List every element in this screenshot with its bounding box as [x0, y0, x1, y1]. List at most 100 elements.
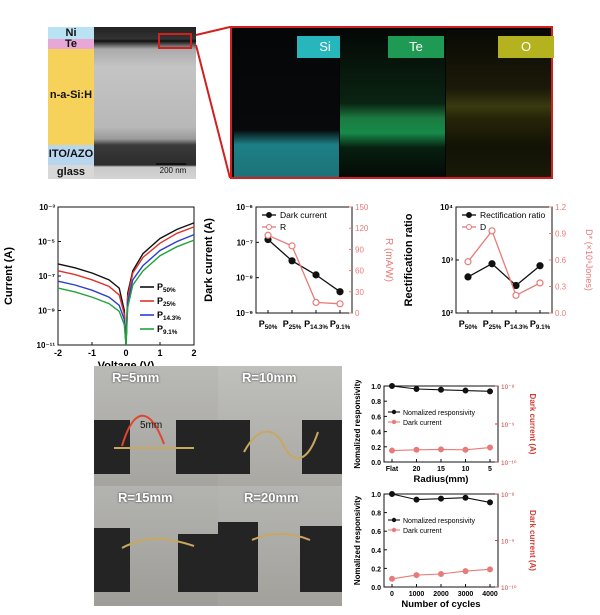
cycles-point-1-1	[413, 572, 420, 579]
rect-ytick-right-label: 0.9	[555, 230, 567, 239]
eds-tag-te: Te	[388, 36, 444, 58]
cycles-xtick-label-1: 1000	[409, 591, 425, 598]
dark-frame	[255, 206, 353, 314]
cycles-xtick-label-2: 2000	[433, 591, 449, 598]
rect-legend-dot-0	[466, 212, 472, 218]
rect-ytick-right-label: 0.0	[555, 309, 567, 318]
cycles-xtick-label-3: 3000	[458, 591, 474, 598]
iv-ytick-label: 10⁻⁹	[38, 307, 55, 316]
layer-ito-label: ITO/AZO	[48, 148, 94, 160]
eds-map-te: Te	[340, 30, 445, 177]
rect-point-1-0	[464, 258, 472, 266]
dark-ytick-right-label: 120	[355, 224, 369, 233]
cycles-ylabel-right: Dark current (A)	[528, 510, 537, 571]
rect-xtick-label-0: P50%	[459, 319, 478, 331]
radius-legend-label-0: Nomalized responsivity	[403, 410, 475, 417]
zoom-connector	[195, 26, 231, 179]
dark-ytick-label: 10⁻⁸	[236, 274, 253, 283]
photo-r10-label: R=10mm	[242, 370, 297, 385]
radius-point-0-0	[389, 383, 395, 389]
photo-r10-fixture-right	[302, 420, 342, 474]
bending-photos: R=5mm 5mm R=10mm R=15mm R=20mm	[94, 366, 342, 606]
radius-xtick-label-4: 5	[488, 466, 492, 473]
iv-ylabel: Current (A)	[3, 247, 15, 305]
photo-r15-film	[121, 537, 195, 549]
cycles-point-0-4	[487, 499, 493, 506]
iv-xtick-label: 0	[123, 348, 128, 358]
cycles-ytick-label: 0.8	[371, 511, 381, 518]
rect-ytick-label: 10³	[441, 256, 453, 265]
iv-legend-label-1: P25%	[157, 296, 176, 308]
eds-map-si: Si	[234, 30, 353, 177]
eds-panel: Si Te O	[230, 26, 554, 179]
rect-xtick-label-1: P25%	[483, 319, 502, 331]
cycles-point-0-3	[462, 494, 469, 501]
cycles-point-1-2	[438, 571, 444, 578]
photo-r20-fixture-right	[300, 526, 342, 592]
cycles-point-0-0	[389, 491, 395, 497]
rect-point-0-1	[488, 260, 496, 268]
dark-xtick-label-1: P25%	[283, 319, 302, 331]
photo-r5-annotation: 5mm	[140, 420, 163, 431]
iv-xtick-label: 1	[157, 348, 162, 358]
iv-ytick-label: 10⁻¹¹	[37, 341, 56, 350]
dark-series-1	[267, 234, 341, 305]
dark-legend-dot-1	[266, 224, 272, 230]
rect-ytick-label: 10⁴	[440, 203, 453, 212]
eds-map-o: O	[446, 30, 554, 177]
layer-glass-label: glass	[56, 166, 86, 178]
cycles-point-1-0	[389, 575, 395, 582]
dark-ytick-right-label: 150	[355, 203, 369, 212]
zoom-box	[158, 33, 192, 49]
iv-series-3	[57, 239, 195, 346]
photo-r10: R=10mm	[218, 366, 342, 486]
cycles-ytick-label: 0.4	[371, 548, 381, 555]
dark-point-0-3	[336, 288, 344, 296]
iv-ytick-label: 10⁻⁵	[38, 238, 55, 247]
radius-ylabel: Nomalized responsivity	[353, 380, 362, 469]
eds-tag-si: Si	[297, 36, 353, 58]
iv-chart: -2 -1 0 1 2 10⁻³ 10⁻⁵ 10⁻⁷ 10⁻⁹ 10⁻¹¹ Voltage (V) C…	[3, 203, 197, 370]
cycles-ytick-label: 1.0	[371, 492, 381, 499]
layer-ni-label: Ni	[65, 27, 77, 39]
dark-ytick-label: 10⁻⁷	[237, 238, 253, 247]
layer-glass: glass	[48, 165, 94, 179]
radius-xtick-label-1: 20	[413, 466, 421, 473]
radius-ytick-label: 0.6	[371, 414, 381, 421]
photo-r20-label: R=20mm	[244, 490, 299, 505]
dark-point-0-2	[312, 271, 320, 279]
radius-ylabel-right: Dark current (A)	[528, 394, 537, 455]
rect-point-0-0	[464, 273, 472, 281]
cycles-ytick-right-label: 10⁻¹⁰	[501, 585, 517, 592]
photo-r5-film	[114, 414, 194, 449]
cycles-chart: 1.0 0.8 0.6 0.4 0.2 0.0 10⁻⁸ 10⁻⁹ 10⁻¹⁰ 0 1000 2000…	[353, 491, 537, 610]
scalebar-line	[156, 163, 186, 165]
cycles-point-0-2	[438, 495, 444, 502]
rect-xtick-label-3: P9.1%	[530, 319, 551, 331]
layer-legend: Ni Te n-a-Si:H ITO/AZO glass	[48, 27, 94, 179]
dark-xtick-label-0: P50%	[259, 319, 278, 331]
dark-ytick-right-label: 0	[355, 309, 360, 318]
rect-xtick-label-2: P14.3%	[504, 319, 528, 331]
radius-legend-dot-0	[391, 409, 397, 415]
dark-ylabel: Dark current (A)	[203, 218, 215, 302]
radius-ytick-label: 0.8	[371, 399, 381, 406]
dark-ytick-right-label: 30	[355, 288, 364, 297]
rect-ylabel-right: D* (×10⁹Jones)	[584, 229, 594, 291]
cycles-point-0-1	[413, 496, 420, 503]
photo-r10-fixture-left	[218, 420, 250, 474]
cycles-ytick-label: 0.0	[371, 585, 381, 592]
radius-ytick-label: 1.0	[371, 384, 381, 391]
layer-si: n-a-Si:H	[48, 49, 94, 145]
rect-series-0	[467, 262, 541, 287]
iv-xtick-label: 2	[191, 348, 196, 358]
radius-ytick-label: 0.2	[371, 445, 381, 452]
rect-legend-label-1: D	[480, 222, 486, 232]
rect-legend-label-0: Rectification ratio	[480, 210, 545, 220]
dark-legend-label-0: Dark current	[280, 210, 327, 220]
iv-legend-label-0: P50%	[157, 282, 176, 294]
radius-chart: 1.0 0.8 0.6 0.4 0.2 0.0 10⁻⁸ 10⁻⁹ 10⁻¹⁰ Flat 20 15 1…	[353, 380, 537, 485]
dark-ytick-label: 10⁻⁹	[236, 309, 253, 318]
iv-xtick-label: -2	[54, 348, 62, 358]
cycles-legend-dot-1	[391, 527, 397, 533]
